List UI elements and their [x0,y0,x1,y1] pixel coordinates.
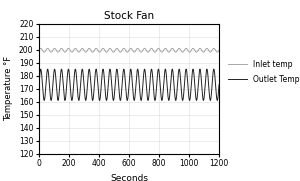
Inlet temp [37,49,41,51]
Inlet temp [123,48,126,50]
Outlet Temp [114,72,118,74]
Inlet temp [217,49,221,51]
X-axis label: Seconds: Seconds [110,174,148,181]
Outlet Temp [91,99,94,102]
Inlet temp [203,50,206,52]
Outlet Temp [37,84,41,86]
Inlet temp [212,47,215,49]
Legend: Inlet temp, Outlet Temp: Inlet temp, Outlet Temp [228,60,300,84]
Outlet Temp [164,68,167,70]
Inlet temp [91,51,94,53]
Y-axis label: Temperature °F: Temperature °F [4,56,14,121]
Line: Inlet temp: Inlet temp [39,48,219,52]
Outlet Temp [113,90,116,93]
Inlet temp [114,48,118,50]
Title: Stock Fan: Stock Fan [104,11,154,21]
Inlet temp [113,50,116,52]
Inlet temp [164,47,167,49]
Inlet temp [168,50,172,52]
Outlet Temp [168,93,172,95]
Outlet Temp [217,84,221,86]
Outlet Temp [212,68,215,71]
Outlet Temp [203,91,206,93]
Line: Outlet Temp: Outlet Temp [39,69,219,100]
Outlet Temp [123,72,126,74]
